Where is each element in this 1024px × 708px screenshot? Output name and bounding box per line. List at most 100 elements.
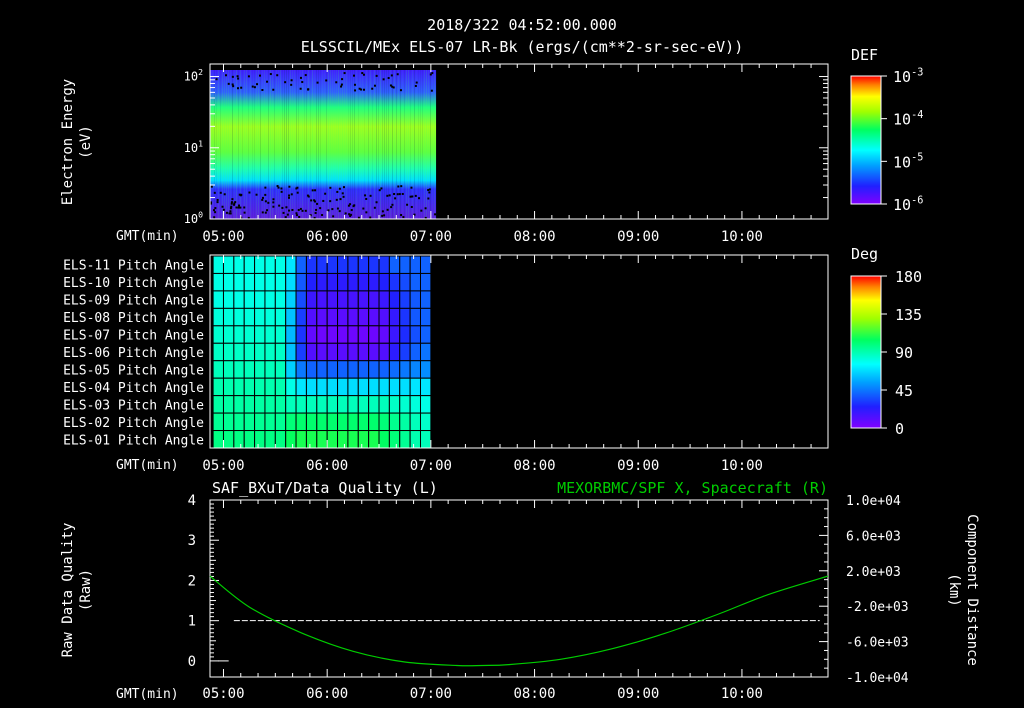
spectrogram-speck-top bbox=[335, 81, 338, 84]
spectrogram-speck bbox=[332, 215, 335, 218]
spectrogram-speck-top bbox=[389, 84, 392, 87]
spectrogram-speck bbox=[216, 201, 219, 204]
pitch-angle-row-label: ELS-04 Pitch Angle bbox=[63, 381, 204, 396]
spectrogram-stripe bbox=[244, 70, 245, 219]
pitch-angle-cell bbox=[347, 430, 359, 449]
spectrogram-stripe bbox=[394, 70, 395, 219]
spectrogram-stripe bbox=[420, 70, 421, 219]
spectrogram-speck bbox=[365, 211, 368, 214]
spectrogram-stripe bbox=[290, 70, 291, 219]
spectrogram-stripe bbox=[326, 70, 327, 219]
pitch-angle-cell bbox=[274, 342, 287, 362]
pitch-angle-cell bbox=[368, 430, 380, 449]
spectrogram-speck bbox=[348, 213, 351, 216]
spectrogram-speck bbox=[434, 213, 437, 216]
spectrogram-speck bbox=[235, 206, 238, 209]
line-y-ticks-right: 1.0e+04 6.0e+03 2.0e+03 -2.0e+03 -6.0e+03 -1.… bbox=[819, 494, 909, 686]
spectrogram-stripe bbox=[316, 70, 317, 219]
pitch-angle-cell bbox=[368, 325, 380, 344]
spectrogram-speck bbox=[284, 216, 287, 219]
spectrogram-speck bbox=[213, 191, 216, 194]
spectrogram-stripe bbox=[296, 70, 297, 219]
spectrogram-speck bbox=[381, 214, 384, 217]
spectrogram-speck bbox=[213, 216, 216, 219]
spectrogram-speck-top bbox=[353, 83, 356, 86]
colorbar-deg-tick-label: 45 bbox=[895, 382, 913, 400]
pitch-angle-cell bbox=[378, 255, 390, 274]
spectrogram-speck bbox=[329, 186, 332, 189]
spectrogram-speck bbox=[291, 208, 294, 211]
spectrogram-stripe bbox=[276, 70, 277, 219]
spectrogram-speck-top bbox=[316, 81, 319, 84]
spectrogram-speck bbox=[336, 207, 339, 210]
spectrogram-speck bbox=[313, 199, 316, 202]
pitch-angle-cell bbox=[409, 325, 421, 344]
spectrogram-speck bbox=[276, 185, 279, 188]
colorbar-def-tick-label: 10-3 bbox=[893, 67, 923, 86]
pitch-angle-cell bbox=[347, 307, 359, 327]
spectrogram-speck bbox=[369, 216, 372, 219]
pitch-angle-cell bbox=[419, 360, 432, 379]
spectrogram-stripe bbox=[238, 70, 239, 219]
pitch-angle-cell bbox=[285, 325, 297, 344]
pitch-angle-cell bbox=[378, 307, 390, 327]
x-tick-label: 05:00 bbox=[202, 686, 244, 702]
pitch-angle-cell bbox=[254, 412, 266, 432]
spectrogram-stripe bbox=[280, 70, 281, 219]
pitch-angle-row-label: ELS-06 Pitch Angle bbox=[63, 346, 204, 361]
spectrogram-stripe bbox=[354, 70, 355, 219]
pitch-angle-cell bbox=[388, 290, 401, 309]
pitch-angle-cell bbox=[285, 360, 297, 379]
spectrogram-stripe bbox=[418, 70, 419, 219]
colorbar-deg-tick-label: 0 bbox=[895, 420, 904, 438]
spectrogram-speck bbox=[428, 188, 431, 191]
pitch-angle-cell bbox=[337, 342, 349, 362]
pitch-angle-cell bbox=[305, 325, 318, 344]
pitch-angle-cell bbox=[222, 430, 235, 449]
pitch-angle-cell bbox=[399, 430, 411, 449]
pitch-angle-cell bbox=[285, 430, 297, 449]
spectrogram-stripe bbox=[228, 70, 229, 219]
pitch-angle-cell bbox=[326, 255, 339, 274]
spectrogram-stripe bbox=[286, 70, 287, 219]
spectrogram-speck-top bbox=[231, 83, 234, 86]
pitch-angle-cell bbox=[399, 272, 411, 292]
pitch-angle-row-label: ELS-02 Pitch Angle bbox=[63, 416, 204, 431]
spectrogram-image bbox=[210, 70, 437, 219]
spectrogram-speck-top bbox=[276, 74, 279, 77]
spectrogram-speck bbox=[350, 213, 353, 216]
spectrogram-speck bbox=[231, 198, 234, 201]
spectrogram-speck bbox=[427, 189, 430, 192]
spectrogram-speck-top bbox=[415, 81, 418, 84]
pitch-angle-cell bbox=[264, 430, 276, 449]
spectrogram-speck bbox=[357, 216, 360, 219]
spectrogram-speck bbox=[238, 204, 241, 207]
pitch-angle-row-label: ELS-05 Pitch Angle bbox=[63, 363, 204, 378]
spectrogram-stripe bbox=[370, 70, 371, 219]
pitch-angle-cell bbox=[419, 272, 432, 292]
pitch-angle-cell bbox=[419, 255, 432, 274]
pitch-angle-cell bbox=[316, 430, 328, 449]
spectrogram-stripe bbox=[366, 70, 367, 219]
spectrogram-speck-top bbox=[340, 85, 343, 88]
spectrogram-speck bbox=[316, 202, 319, 205]
x-tick-label: 10:00 bbox=[721, 458, 763, 474]
pitch-angle-cell bbox=[254, 430, 266, 449]
pitch-angle-cell bbox=[305, 272, 318, 292]
pitch-angle-cell bbox=[368, 360, 380, 379]
pitch-angle-cell bbox=[305, 412, 318, 432]
pitch-angle-row-label: ELS-01 Pitch Angle bbox=[63, 433, 204, 448]
pitch-angle-cell bbox=[222, 360, 235, 379]
pitch-angle-cell bbox=[233, 325, 245, 344]
spectrogram-speck-top bbox=[371, 87, 374, 90]
spectrogram-stripe bbox=[398, 70, 399, 219]
spectrogram-stripe bbox=[386, 70, 387, 219]
spectrogram-stripe bbox=[268, 70, 269, 219]
spectrogram-speck bbox=[255, 193, 258, 196]
spectrogram-x-ticks: 05:00 06:00 07:00 08:00 09:00 10:00 bbox=[202, 64, 812, 245]
pitch-angle-cell bbox=[419, 307, 432, 327]
pitch-angle-cell bbox=[409, 272, 421, 292]
pitch-angle-cell bbox=[233, 430, 245, 449]
x-tick-label: 08:00 bbox=[513, 458, 555, 474]
line-x-ticks: 05:00 06:00 07:00 08:00 09:00 10:00 bbox=[202, 500, 812, 702]
